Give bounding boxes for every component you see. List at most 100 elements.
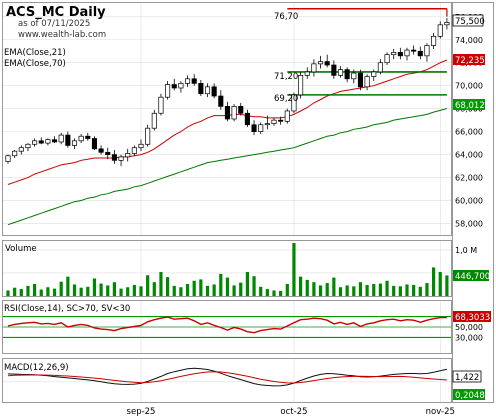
candle-body <box>431 35 437 46</box>
candle-body <box>304 71 310 76</box>
candle-body <box>251 124 257 132</box>
date-tick-label: oct-25 <box>280 407 307 417</box>
candle-body <box>444 22 450 26</box>
candle-body <box>291 94 297 112</box>
volume-bar <box>19 289 23 296</box>
macd-series <box>7 367 448 387</box>
volume-bar <box>392 285 396 296</box>
volume-bar <box>192 280 196 296</box>
volume-bar <box>33 284 37 296</box>
volume-bar <box>245 272 249 296</box>
volume-bar <box>425 283 429 296</box>
volume-bar <box>259 286 263 296</box>
level-label-mid: 71,20 <box>274 72 298 82</box>
volume-bar <box>172 285 176 296</box>
volume-bar <box>252 276 256 296</box>
volume-bar <box>212 284 216 296</box>
ema70-value: 68,012 <box>455 101 485 111</box>
volume-bar <box>112 282 116 296</box>
candle-body <box>264 123 270 126</box>
volume-bar <box>39 289 43 296</box>
rsi-path <box>7 316 447 334</box>
candle-body <box>98 148 104 153</box>
volume-bar <box>92 278 97 296</box>
volume-bar <box>338 287 343 296</box>
price-tick-label: 74,000 <box>455 36 483 45</box>
price-tick-label: 60,000 <box>455 197 483 206</box>
volume-bar <box>285 284 289 296</box>
volume-bar <box>432 267 436 296</box>
rsi-tick-label: 30,000 <box>455 333 483 342</box>
candle-body <box>171 84 177 89</box>
candle-body <box>18 147 24 152</box>
candle-body <box>185 78 191 84</box>
candle-body <box>377 62 383 73</box>
candle-body <box>218 95 224 107</box>
rsi-tick-label: 50,000 <box>455 323 483 332</box>
level-label-low: 69,20 <box>274 94 298 104</box>
volume-bar <box>365 284 369 296</box>
date-tick-label: sep-25 <box>127 407 156 417</box>
volume-bar <box>13 287 17 296</box>
candle-body <box>331 64 337 76</box>
volume-bar <box>438 272 442 296</box>
ema21-value-box: 72,235 <box>453 54 485 66</box>
candle-body <box>417 50 423 57</box>
volume-bar <box>305 279 309 296</box>
price-tick-label: 66,000 <box>455 128 483 137</box>
volume-bar <box>332 277 336 296</box>
candle-body <box>105 151 111 155</box>
volume-bar <box>159 272 163 296</box>
candle-body <box>45 139 51 144</box>
volume-bar <box>405 284 409 296</box>
volume-bar <box>345 285 349 296</box>
ema21-legend: EMA(Close,21) <box>4 48 66 58</box>
volume-bar <box>86 286 90 296</box>
volume-bar <box>219 273 223 296</box>
volume-bar <box>126 287 130 296</box>
candle-body <box>38 140 44 144</box>
rsi-title: RSI(Close,14), SC>70, SV<30 <box>4 304 130 314</box>
candle-body <box>397 52 403 57</box>
candle-body <box>25 143 31 149</box>
volume-bar <box>152 282 156 296</box>
volume-bar <box>6 290 10 296</box>
candle-body <box>344 69 350 80</box>
candle-body <box>284 110 290 122</box>
candle-body <box>364 76 370 88</box>
volume-bar <box>225 277 230 296</box>
candle-body <box>5 155 11 162</box>
volume-bars <box>6 243 449 296</box>
candle-body <box>231 106 237 120</box>
candle-body <box>437 24 443 37</box>
volume-bar <box>378 283 382 296</box>
volume-bar <box>119 288 123 296</box>
candle-body <box>238 106 244 114</box>
ema21-value: 72,235 <box>455 56 485 66</box>
candle-body <box>351 72 357 80</box>
volume-bar <box>185 284 190 296</box>
volume-bar <box>99 283 103 296</box>
candle-body <box>224 106 231 120</box>
candle-body <box>138 143 144 149</box>
candle-body <box>65 134 71 146</box>
rsi-series <box>3 316 451 338</box>
candle-body <box>198 83 204 95</box>
price-axis-area <box>452 2 494 403</box>
candle-body <box>32 140 38 145</box>
candle-body <box>85 135 91 139</box>
volume-bar <box>199 279 203 296</box>
candle-body <box>91 138 98 150</box>
ema70-legend: EMA(Close,70) <box>4 59 66 69</box>
candle-body <box>118 156 124 161</box>
price-tick-label: 58,000 <box>455 220 483 229</box>
ema70-path <box>7 108 448 226</box>
volume-bar <box>166 277 170 296</box>
price-tick-label: 62,000 <box>455 174 483 183</box>
candle-body <box>371 71 377 77</box>
candle-body <box>244 112 250 126</box>
rsi-value: 68,3033 <box>455 313 490 323</box>
candle-body <box>404 49 410 57</box>
price-tick-label: 70,000 <box>455 82 483 91</box>
candle-body <box>211 86 217 97</box>
